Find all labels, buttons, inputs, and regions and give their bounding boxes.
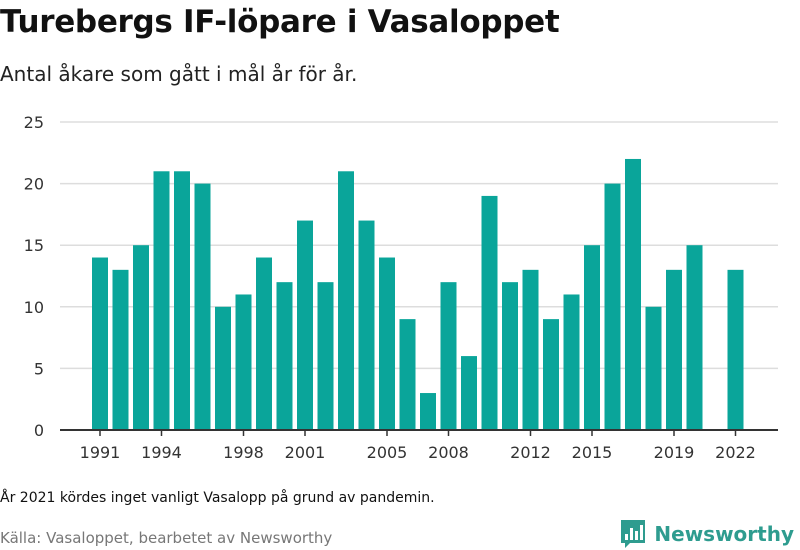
bar: [440, 282, 457, 430]
bar: [358, 220, 375, 430]
x-tick-label: 2012: [510, 443, 551, 462]
x-tick-label: 2022: [715, 443, 756, 462]
bar: [112, 269, 129, 430]
bar: [563, 294, 580, 430]
bar: [256, 257, 272, 430]
bar: [92, 257, 108, 430]
bars: [92, 158, 744, 430]
y-axis-ticks: 0 5 10 15 20 25: [24, 113, 44, 440]
bar: [379, 257, 395, 430]
bar: [399, 319, 416, 430]
bar: [153, 171, 170, 430]
footnote: År 2021 kördes inget vanligt Vasalopp på…: [0, 490, 435, 506]
bar: [727, 269, 744, 430]
bar: [194, 183, 211, 430]
x-axis-ticks: 1991 1994 1998 2001 2005 2008 2012 2015 2019 2022: [80, 430, 756, 462]
brand-name: Newsworthy: [654, 522, 794, 546]
x-tick-label: 1991: [80, 443, 121, 462]
bar: [235, 294, 252, 430]
y-tick-label: 20: [24, 175, 44, 194]
bar: [338, 171, 354, 430]
y-tick-label: 0: [34, 421, 44, 440]
chart-title: Turebergs IF-löpare i Vasaloppet: [0, 4, 560, 40]
bar: [133, 245, 149, 430]
bar: [481, 195, 498, 430]
y-tick-label: 15: [24, 236, 44, 255]
x-tick-label: 2008: [428, 443, 469, 462]
bar: [584, 245, 600, 430]
bar: [276, 282, 293, 430]
bar: [420, 393, 436, 430]
bar: [461, 356, 477, 430]
x-tick-label: 2015: [572, 443, 613, 462]
bar: [174, 171, 190, 430]
bar: [645, 306, 662, 430]
x-tick-label: 1994: [141, 443, 182, 462]
bar: [686, 245, 703, 430]
y-tick-label: 25: [24, 113, 44, 132]
bar: [604, 183, 621, 430]
brand-logo: Newsworthy: [620, 518, 794, 550]
y-tick-label: 10: [24, 298, 44, 317]
y-tick-label: 5: [34, 359, 44, 378]
x-tick-label: 2005: [367, 443, 408, 462]
bar-chart-icon: [621, 520, 646, 548]
bar-chart: 0 5 10 15 20 25 1991 1994 1998 2001 2005 2008 2012 2…: [24, 113, 778, 462]
bar: [522, 269, 539, 430]
x-tick-label: 2001: [285, 443, 326, 462]
bar: [666, 269, 682, 430]
x-tick-label: 2019: [654, 443, 695, 462]
bar: [625, 158, 641, 430]
x-tick-label: 1998: [223, 443, 264, 462]
bar: [215, 306, 231, 430]
source-text: Källa: Vasaloppet, bearbetet av Newswort…: [0, 529, 333, 547]
bar: [297, 220, 313, 430]
bar: [502, 282, 518, 430]
bar: [543, 319, 559, 430]
bar: [317, 282, 334, 430]
chart-subtitle: Antal åkare som gått i mål år för år.: [0, 62, 358, 86]
